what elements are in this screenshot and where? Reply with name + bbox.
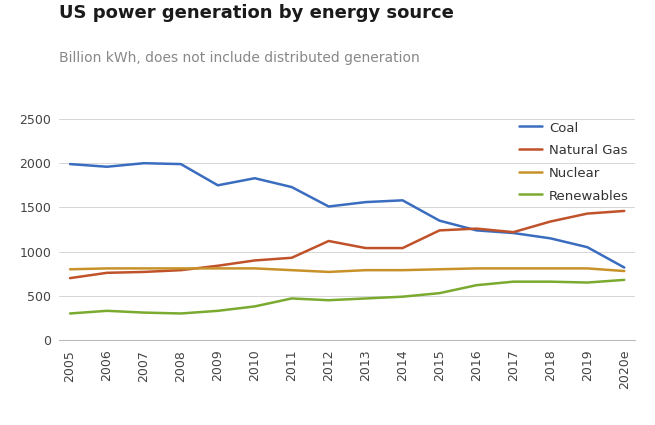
Nuclear xyxy=(177,266,185,271)
Coal xyxy=(584,245,591,250)
Coal xyxy=(251,176,259,181)
Nuclear xyxy=(436,267,443,272)
Renewables xyxy=(140,310,148,315)
Nuclear xyxy=(472,266,480,271)
Nuclear xyxy=(103,266,111,271)
Coal xyxy=(177,162,185,167)
Nuclear xyxy=(214,266,222,271)
Renewables xyxy=(288,296,295,301)
Legend: Coal, Natural Gas, Nuclear, Renewables: Coal, Natural Gas, Nuclear, Renewables xyxy=(519,121,629,203)
Coal xyxy=(399,198,407,203)
Renewables xyxy=(399,294,407,299)
Nuclear xyxy=(288,268,295,273)
Natural Gas xyxy=(362,246,369,251)
Line: Renewables: Renewables xyxy=(70,280,624,314)
Natural Gas xyxy=(103,270,111,275)
Coal xyxy=(66,162,74,167)
Nuclear xyxy=(546,266,554,271)
Text: Billion kWh, does not include distributed generation: Billion kWh, does not include distribute… xyxy=(59,51,420,65)
Nuclear xyxy=(362,268,369,273)
Renewables xyxy=(66,311,74,316)
Renewables xyxy=(103,308,111,313)
Renewables xyxy=(214,308,222,313)
Nuclear xyxy=(66,267,74,272)
Coal xyxy=(620,265,628,270)
Natural Gas xyxy=(140,269,148,275)
Coal xyxy=(436,218,443,223)
Line: Nuclear: Nuclear xyxy=(70,269,624,272)
Natural Gas xyxy=(510,230,517,235)
Natural Gas xyxy=(66,275,74,281)
Line: Coal: Coal xyxy=(70,163,624,267)
Natural Gas xyxy=(436,228,443,233)
Natural Gas xyxy=(251,258,259,263)
Natural Gas xyxy=(584,211,591,216)
Natural Gas xyxy=(177,268,185,273)
Natural Gas xyxy=(620,208,628,213)
Nuclear xyxy=(325,269,333,275)
Coal xyxy=(546,236,554,241)
Renewables xyxy=(362,296,369,301)
Renewables xyxy=(620,278,628,283)
Coal xyxy=(214,183,222,188)
Coal xyxy=(472,228,480,233)
Coal xyxy=(362,200,369,205)
Natural Gas xyxy=(399,246,407,251)
Nuclear xyxy=(251,266,259,271)
Natural Gas xyxy=(214,263,222,268)
Renewables xyxy=(436,291,443,296)
Coal xyxy=(325,204,333,209)
Nuclear xyxy=(584,266,591,271)
Text: US power generation by energy source: US power generation by energy source xyxy=(59,4,454,22)
Nuclear xyxy=(620,269,628,274)
Natural Gas xyxy=(546,219,554,224)
Nuclear xyxy=(510,266,517,271)
Renewables xyxy=(251,304,259,309)
Coal xyxy=(510,230,517,235)
Renewables xyxy=(584,280,591,285)
Coal xyxy=(103,164,111,169)
Coal xyxy=(140,161,148,166)
Line: Natural Gas: Natural Gas xyxy=(70,211,624,278)
Natural Gas xyxy=(325,238,333,244)
Renewables xyxy=(177,311,185,316)
Renewables xyxy=(472,283,480,288)
Renewables xyxy=(546,279,554,284)
Nuclear xyxy=(399,268,407,273)
Renewables xyxy=(510,279,517,284)
Renewables xyxy=(325,298,333,303)
Natural Gas xyxy=(472,226,480,231)
Coal xyxy=(288,184,295,190)
Natural Gas xyxy=(288,255,295,261)
Nuclear xyxy=(140,266,148,271)
